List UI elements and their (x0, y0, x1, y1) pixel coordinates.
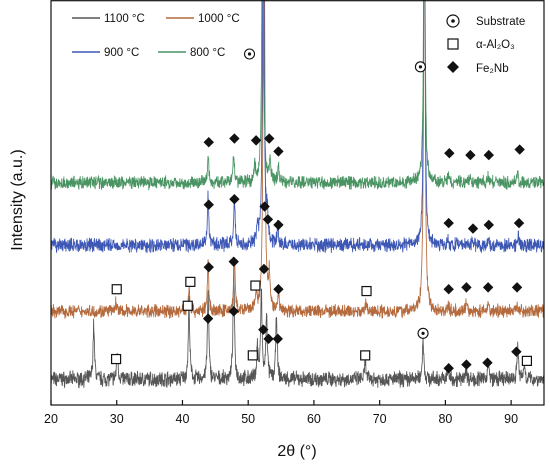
fe2nb-marker (203, 137, 214, 148)
alumina-marker (521, 355, 533, 366)
fe2nb-marker (482, 282, 494, 293)
fe2nb-marker (443, 363, 454, 374)
x-tick-label: 90 (504, 412, 518, 426)
fe2nb-marker (258, 324, 269, 335)
x-tick-label: 50 (241, 412, 255, 426)
alumina-marker (185, 276, 196, 287)
phase-marker-layer (110, 48, 533, 374)
plot-frame (50, 0, 545, 406)
y-axis-title: Intensity (a.u.) (9, 149, 26, 250)
legend-label-1000: 1000 °C (198, 13, 240, 25)
fe2nb-marker (262, 214, 274, 225)
series-line-1000 (50, 0, 545, 319)
fe2nb-marker (273, 146, 284, 157)
fe2nb-legend-label: Fe₂Nb (476, 63, 509, 75)
alumina-marker (360, 350, 371, 361)
substrate-marker (243, 48, 256, 60)
x-tick-label: 60 (307, 412, 321, 426)
fe2nb-marker (259, 201, 270, 212)
fe2nb-legend-icon (447, 61, 459, 73)
alumina-legend-icon (447, 38, 459, 50)
series-line-800 (50, 0, 545, 191)
fe2nb-marker (258, 263, 270, 275)
fe2nb-marker (465, 149, 476, 161)
x-axis-title: 2θ (°) (277, 443, 316, 460)
legend-label-800: 800 °C (190, 47, 225, 59)
fe2nb-marker (203, 199, 214, 210)
x-tick-label: 20 (44, 412, 58, 426)
fe2nb-marker (272, 333, 283, 345)
fe2nb-marker (483, 219, 494, 231)
fe2nb-marker (229, 133, 240, 144)
alumina-legend-label: α-Al₂O₃ (476, 39, 515, 51)
series-layer (50, 0, 545, 389)
fe2nb-marker (461, 359, 472, 370)
series-legend: 1100 °C 1000 °C 900 °C 800 °C (72, 13, 240, 59)
fe2nb-marker (511, 282, 523, 293)
fe2nb-marker (229, 193, 240, 205)
legend-label-900: 900 °C (104, 47, 139, 59)
x-tick-label: 70 (373, 412, 387, 426)
fe2nb-marker (514, 144, 525, 155)
alumina-marker (247, 350, 258, 361)
x-tick-label: 30 (110, 412, 124, 426)
fe2nb-marker (483, 149, 494, 161)
x-axis-ticks: 20 30 40 50 60 70 80 90 (44, 400, 518, 426)
fe2nb-marker (511, 346, 522, 357)
fe2nb-marker (228, 306, 239, 317)
x-tick-label: 80 (438, 412, 452, 426)
fe2nb-marker (263, 333, 274, 345)
fe2nb-marker (203, 261, 214, 273)
x-tick-label: 40 (176, 412, 190, 426)
alumina-marker (182, 300, 193, 311)
substrate-legend-label: Substrate (476, 16, 525, 28)
fe2nb-marker (461, 282, 472, 293)
fe2nb-marker (513, 217, 525, 229)
alumina-marker (361, 285, 372, 297)
fe2nb-marker (467, 223, 479, 234)
fe2nb-marker (228, 256, 239, 267)
series-line-1100 (50, 265, 545, 389)
fe2nb-marker (443, 217, 454, 229)
alumina-marker (250, 280, 261, 291)
legend-label-1100: 1100 °C (104, 13, 145, 25)
fe2nb-marker (264, 133, 275, 144)
alumina-marker (111, 284, 122, 295)
substrate-legend-icon (446, 14, 460, 28)
phase-legend: Substrate α-Al₂O₃ Fe₂Nb (446, 14, 525, 75)
fe2nb-marker (273, 219, 284, 231)
fe2nb-marker (250, 135, 262, 146)
fe2nb-marker (202, 313, 214, 324)
substrate-marker (414, 61, 426, 73)
substrate-marker (417, 327, 429, 339)
fe2nb-marker (273, 284, 284, 295)
fe2nb-marker (443, 284, 454, 295)
fe2nb-marker (444, 148, 455, 159)
fe2nb-marker (482, 357, 493, 368)
series-line-900 (50, 0, 545, 254)
alumina-marker (110, 353, 122, 365)
